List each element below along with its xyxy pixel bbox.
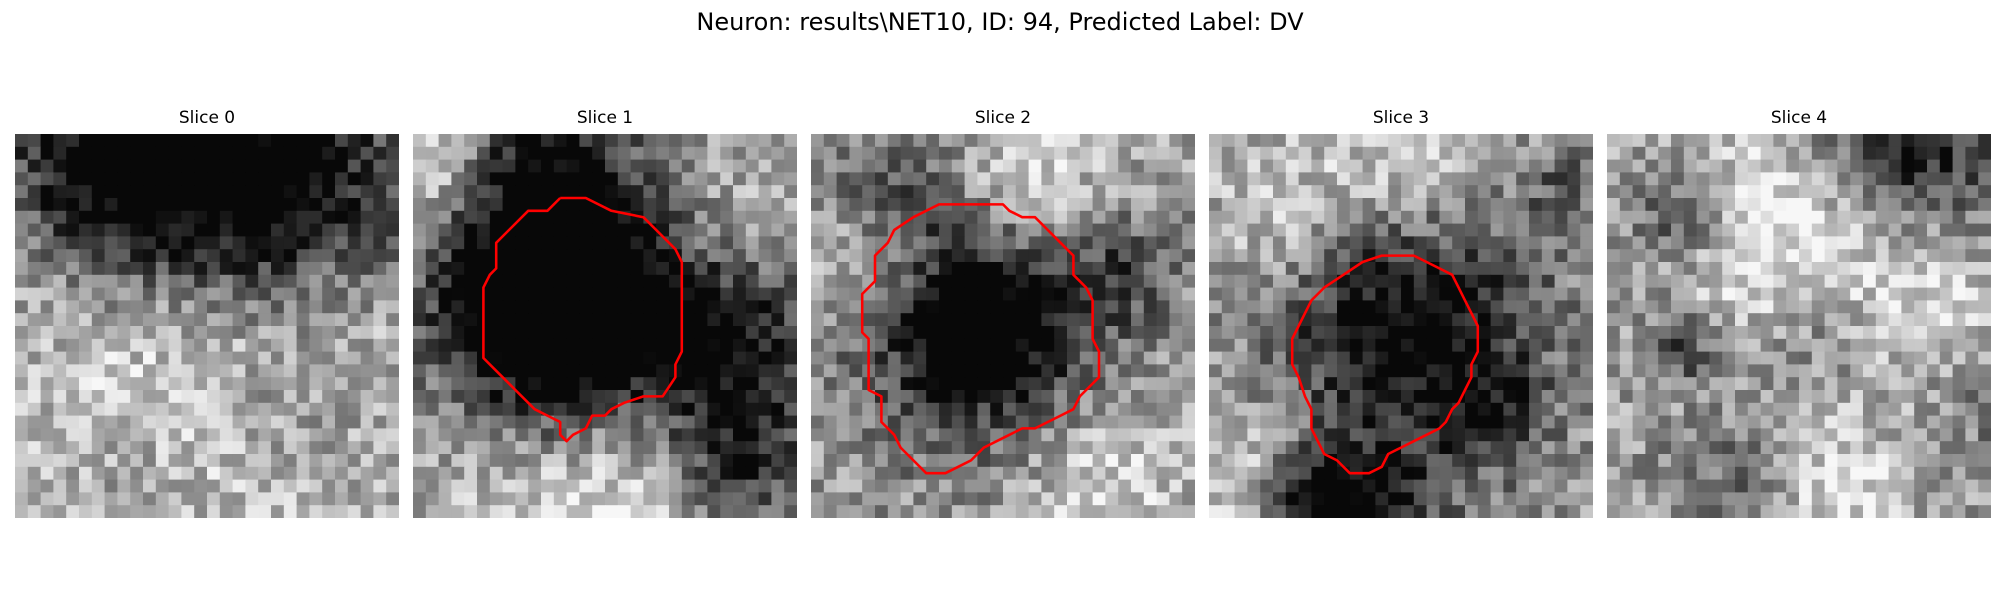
slice-image-0 <box>15 134 399 518</box>
slice-panel-1: Slice 1 <box>413 106 797 526</box>
slice-image-3 <box>1209 134 1593 518</box>
slice-image-1 <box>413 134 797 518</box>
slice-title-2: Slice 2 <box>974 108 1032 128</box>
slice-title-1: Slice 1 <box>576 108 634 128</box>
segmentation-contour <box>482 196 684 443</box>
slice-panel-0: Slice 0 <box>15 106 399 526</box>
slice-panel-2: Slice 2 <box>811 106 1195 526</box>
segmentation-contour <box>860 203 1101 475</box>
figure-title: Neuron: results\NET10, ID: 94, Predicted… <box>696 8 1304 36</box>
slice-image-4 <box>1607 134 1991 518</box>
slice-title-0: Slice 0 <box>178 108 236 128</box>
slice-image-2 <box>811 134 1195 518</box>
slice-title-4: Slice 4 <box>1770 108 1828 128</box>
segmentation-contour <box>1290 254 1480 475</box>
slice-panel-4: Slice 4 <box>1607 106 1991 526</box>
slice-title-3: Slice 3 <box>1372 108 1430 128</box>
slice-panel-3: Slice 3 <box>1209 106 1593 526</box>
